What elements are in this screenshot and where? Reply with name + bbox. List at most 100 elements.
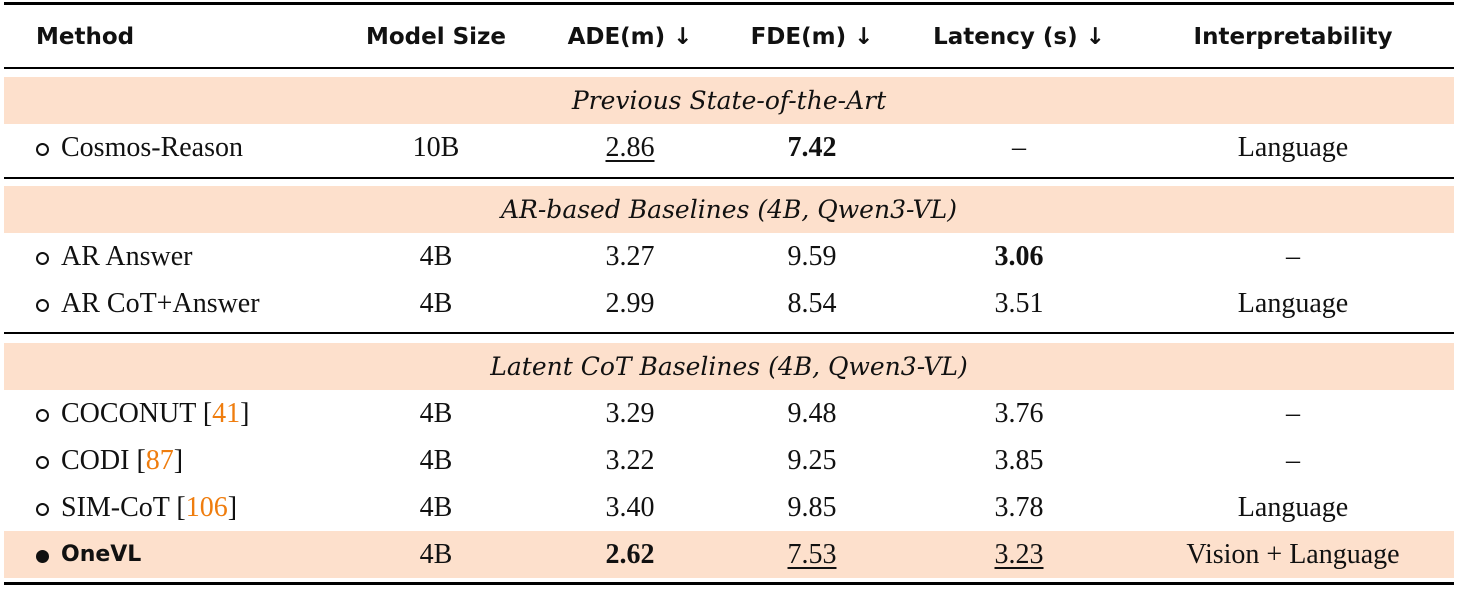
- value-cell: Vision + Language: [1154, 531, 1432, 578]
- table-row: CODI [87] 4B 3.22 9.25 3.85 –: [4, 437, 1454, 484]
- value-cell: 4B: [352, 233, 520, 280]
- value-cell: 7.42: [744, 124, 880, 171]
- header-row: Method Model Size ADE(m) ↓ FDE(m) ↓ Latency …: [4, 6, 1454, 67]
- cell-text: Vision + Language: [1186, 538, 1400, 570]
- value-cell: 3.78: [880, 484, 1158, 531]
- value-cell: 3.29: [516, 390, 744, 437]
- rule: [4, 582, 1454, 585]
- section-header: Previous State-of-the-Art: [4, 77, 1454, 124]
- citation: 106: [185, 491, 228, 523]
- value-cell: 9.59: [744, 233, 880, 280]
- method-cell: CODI [87]: [36, 437, 356, 484]
- cell-text: –: [1286, 444, 1300, 476]
- method-cell: SIM-CoT [106]: [36, 484, 356, 531]
- cell-text: 3.06: [994, 240, 1044, 272]
- value-cell: 2.99: [516, 280, 744, 327]
- value-cell: –: [1154, 437, 1432, 484]
- value-cell: 10B: [352, 124, 520, 171]
- cell-text: 2.99: [605, 287, 655, 319]
- method-name: OneVL: [61, 542, 141, 567]
- cell-text: –: [1012, 131, 1026, 163]
- table-row: Cosmos-Reason 10B 2.86 7.42 – Language: [4, 124, 1454, 171]
- section-header: AR-based Baselines (4B, Qwen3-VL): [4, 186, 1454, 233]
- cell-text: Language: [1237, 287, 1349, 319]
- value-cell: Language: [1154, 484, 1432, 531]
- method-cell: COCONUT [41]: [36, 390, 356, 437]
- column-header: Method: [36, 23, 135, 50]
- value-cell: 3.40: [516, 484, 744, 531]
- cell-text: –: [1286, 240, 1300, 272]
- value-cell: 9.25: [744, 437, 880, 484]
- cell-text: 8.54: [787, 287, 837, 319]
- value-cell: Language: [1154, 124, 1432, 171]
- cell-text: 4B: [419, 444, 453, 476]
- method-text: ]: [173, 444, 184, 476]
- column-header: Model Size: [365, 23, 507, 50]
- bullet: [36, 549, 49, 563]
- bullet: [36, 298, 49, 312]
- cell-text: 3.29: [605, 397, 655, 429]
- cell-text: Language: [1237, 491, 1349, 523]
- cell-text: 7.53: [787, 538, 837, 570]
- method-text: COCONUT [: [61, 397, 213, 429]
- rule: [4, 332, 1454, 334]
- value-cell: 9.85: [744, 484, 880, 531]
- cell-text: 10B: [412, 131, 460, 163]
- column-header: Interpretability: [1193, 23, 1393, 50]
- table-row: COCONUT [41] 4B 3.29 9.48 3.76 –: [4, 390, 1454, 437]
- bullet: [36, 502, 49, 516]
- cell-text: 3.27: [605, 240, 655, 272]
- value-cell: 3.06: [880, 233, 1158, 280]
- section-title: Latent CoT Baselines (4B, Qwen3-VL): [490, 352, 968, 381]
- value-cell: –: [880, 124, 1158, 171]
- cell-text: 4B: [419, 491, 453, 523]
- method-name: AR Answer: [61, 241, 192, 273]
- cell-text: –: [1286, 397, 1300, 429]
- bullet: [36, 142, 49, 156]
- table-row: AR Answer 4B 3.27 9.59 3.06 –: [4, 233, 1454, 280]
- bullet: [36, 251, 49, 265]
- value-cell: 3.27: [516, 233, 744, 280]
- cell-text: 2.86: [605, 131, 655, 163]
- cell-text: 3.76: [994, 397, 1044, 429]
- value-cell: 3.23: [880, 531, 1158, 578]
- method-cell: OneVL: [36, 531, 356, 578]
- cell-text: 4B: [419, 287, 453, 319]
- method-name: CODI [87]: [61, 445, 183, 477]
- cell-text: 2.62: [605, 538, 655, 570]
- value-cell: 4B: [352, 531, 520, 578]
- method-text: AR Answer: [61, 240, 193, 272]
- method-text: CODI [: [61, 444, 146, 476]
- value-cell: 3.51: [880, 280, 1158, 327]
- method-cell: AR CoT+Answer: [36, 280, 356, 327]
- cell-text: 3.85: [994, 444, 1044, 476]
- value-cell: –: [1154, 390, 1432, 437]
- section-title: Previous State-of-the-Art: [571, 86, 887, 115]
- method-name: Cosmos-Reason: [61, 132, 243, 164]
- table-row: AR CoT+Answer 4B 2.99 8.54 3.51 Language: [4, 280, 1454, 327]
- column-header: ADE(m) ↓: [567, 23, 693, 50]
- method-text: ]: [227, 491, 238, 523]
- value-cell: 8.54: [744, 280, 880, 327]
- cell-text: Language: [1237, 131, 1349, 163]
- cell-text: 9.85: [787, 491, 837, 523]
- method-text: OneVL: [61, 542, 142, 567]
- method-name: AR CoT+Answer: [61, 288, 260, 320]
- method-name: COCONUT [41]: [61, 398, 249, 430]
- value-cell: 2.62: [516, 531, 744, 578]
- value-cell: 4B: [352, 484, 520, 531]
- rule: [4, 67, 1454, 69]
- citation: 41: [212, 397, 241, 429]
- cell-text: 9.59: [787, 240, 837, 272]
- value-cell: 3.85: [880, 437, 1158, 484]
- cell-text: 3.78: [994, 491, 1044, 523]
- method-name: SIM-CoT [106]: [61, 492, 237, 524]
- value-cell: 3.76: [880, 390, 1158, 437]
- column-header: Latency (s) ↓: [933, 23, 1105, 50]
- column-header: FDE(m) ↓: [750, 23, 874, 50]
- value-cell: 4B: [352, 437, 520, 484]
- method-text: Cosmos-Reason: [61, 131, 243, 163]
- cell-text: 9.48: [787, 397, 837, 429]
- table-row: OneVL 4B 2.62 7.53 3.23 Vision + Language: [4, 531, 1454, 578]
- value-cell: 9.48: [744, 390, 880, 437]
